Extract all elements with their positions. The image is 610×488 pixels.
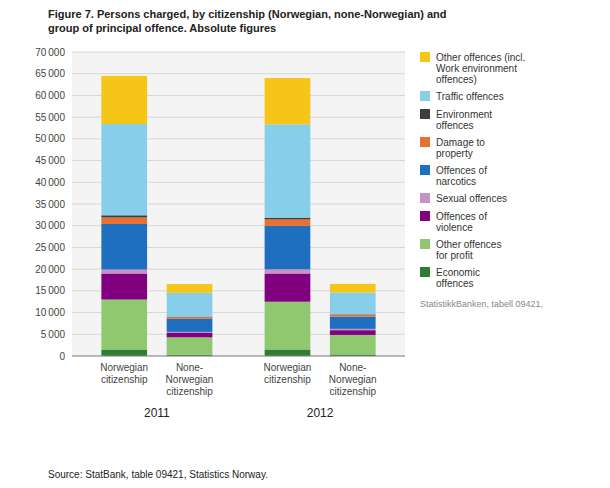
y-tick-label: 10 000 xyxy=(35,307,65,318)
x-axis: Norwegiancitizenship None-Norwegiancitize… xyxy=(100,362,376,397)
source: Source: StatBank, table 09421, Statistic… xyxy=(48,469,268,480)
bar-segment xyxy=(265,302,311,350)
bar-segment xyxy=(101,273,147,299)
bar-segment xyxy=(167,284,213,293)
bar-segment xyxy=(265,269,311,273)
legend-swatch xyxy=(420,193,430,203)
y-tick-label: 15 000 xyxy=(35,285,65,296)
x-tick-label: None-Norwegiancitizenship xyxy=(166,362,214,397)
legend-label: Offences ofviolence xyxy=(436,211,487,233)
bar-segment xyxy=(265,226,311,269)
annotation: StatistikkBanken, tabell 09421, xyxy=(420,299,543,309)
bar-segment xyxy=(101,349,147,356)
y-tick-label: 5 000 xyxy=(41,329,66,340)
legend-label: Other offencesfor profit xyxy=(436,239,501,261)
y-tick-label: 50 000 xyxy=(35,133,65,144)
legend-swatch xyxy=(420,239,430,249)
y-tick-label: 65 000 xyxy=(35,68,65,79)
legend-label: Other offences (incl.Work environmentoff… xyxy=(436,52,525,85)
bar-segment xyxy=(101,215,147,217)
bar-segment xyxy=(265,218,311,220)
bars xyxy=(101,76,375,356)
x-tick-label: Norwegiancitizenship xyxy=(264,362,312,385)
y-tick-label: 40 000 xyxy=(35,177,65,188)
bar-segment xyxy=(101,76,147,124)
y-tick-label: 35 000 xyxy=(35,199,65,210)
bar-segment xyxy=(101,224,147,270)
bar-segment xyxy=(330,284,376,293)
title: Figure 7. Persons charged, by citizenshi… xyxy=(48,8,447,34)
legend-swatch xyxy=(420,211,430,221)
x-axis-line xyxy=(72,356,405,357)
bar-segment xyxy=(330,317,376,329)
x-tick-label: None-Norwegiancitizenship xyxy=(329,362,377,397)
legend-label: Offences ofnarcotics xyxy=(436,165,487,187)
bar-segment xyxy=(265,78,311,124)
bar-segment xyxy=(101,270,147,274)
bar-segment xyxy=(101,300,147,350)
legend-swatch xyxy=(420,52,430,62)
y-tick-label: 0 xyxy=(59,351,65,362)
bar-segment xyxy=(265,219,311,226)
bar-segment xyxy=(167,293,213,317)
bar-segment xyxy=(101,124,147,215)
y-tick-label: 55 000 xyxy=(35,112,65,123)
bar-segment xyxy=(265,273,311,301)
grid-line xyxy=(72,52,405,53)
bar-segment xyxy=(167,332,213,333)
y-tick-label: 70 000 xyxy=(35,47,65,58)
legend-label: Sexual offences xyxy=(436,193,507,204)
y-tick-label: 45 000 xyxy=(35,155,65,166)
legend-label: Damage toproperty xyxy=(436,137,485,159)
bar-segment xyxy=(167,317,213,319)
bar-segment xyxy=(330,293,376,315)
grid-line xyxy=(72,356,405,357)
y-axis: 0 5 000 10 000 15 000 20 000 25 000 30 000 35 0… xyxy=(35,47,405,362)
legend-swatch xyxy=(420,137,430,147)
y-tick-label: 60 000 xyxy=(35,90,65,101)
y-tick-label: 25 000 xyxy=(35,242,65,253)
grid-line xyxy=(72,73,405,74)
bar-segment xyxy=(330,315,376,317)
y-tick-label: 20 000 xyxy=(35,264,65,275)
chart: Figure 7. Persons charged, by citizenshi… xyxy=(0,0,610,488)
plot-background xyxy=(72,52,405,356)
bar-segment xyxy=(167,337,213,354)
bar-segment xyxy=(167,319,213,332)
y-tick-label: 30 000 xyxy=(35,220,65,231)
bar-segment xyxy=(330,330,376,335)
bar-segment xyxy=(330,329,376,330)
group-label: 2012 xyxy=(307,406,334,420)
bar-segment xyxy=(265,124,311,217)
legend-label: Environmentoffences xyxy=(436,109,492,131)
bar-segment xyxy=(101,217,147,224)
legend-swatch xyxy=(420,109,430,119)
legend-swatch xyxy=(420,267,430,277)
bar-segment xyxy=(265,349,311,356)
bar-segment xyxy=(330,335,376,355)
x-tick-label: Norwegiancitizenship xyxy=(100,362,148,385)
legend: Other offences (incl.Work environmentoff… xyxy=(420,52,525,289)
group-label: 2011 xyxy=(144,406,170,420)
legend-swatch xyxy=(420,165,430,175)
bar-segment xyxy=(167,333,213,337)
legend-swatch xyxy=(420,91,430,101)
legend-label: Economicoffences xyxy=(436,267,480,289)
legend-label: Traffic offences xyxy=(436,91,504,102)
